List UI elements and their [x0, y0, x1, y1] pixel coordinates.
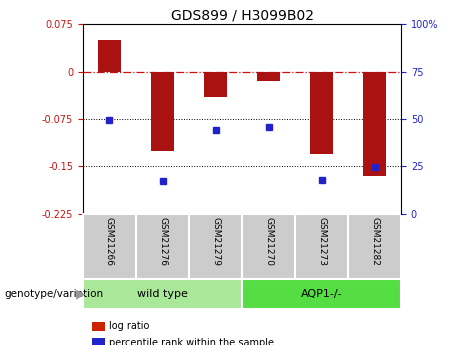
Bar	[257, 72, 280, 81]
Text: AQP1-/-: AQP1-/-	[301, 289, 343, 299]
Bar	[204, 72, 227, 97]
Title: GDS899 / H3099B02: GDS899 / H3099B02	[171, 9, 313, 23]
Text: GSM21279: GSM21279	[211, 217, 220, 266]
Text: GSM21282: GSM21282	[370, 217, 379, 266]
Bar	[151, 72, 174, 151]
Text: GSM21273: GSM21273	[317, 217, 326, 266]
Bar	[363, 72, 386, 176]
Text: genotype/variation: genotype/variation	[5, 289, 104, 299]
Bar	[242, 279, 401, 309]
Bar	[310, 72, 333, 154]
Text: percentile rank within the sample: percentile rank within the sample	[109, 338, 274, 345]
Text: ▶: ▶	[76, 288, 86, 300]
Bar	[98, 40, 121, 72]
Text: GSM21270: GSM21270	[264, 217, 273, 266]
Text: GSM21276: GSM21276	[158, 217, 167, 266]
Text: wild type: wild type	[137, 289, 188, 299]
Text: log ratio: log ratio	[109, 322, 149, 331]
Text: GSM21266: GSM21266	[105, 217, 114, 266]
Bar	[83, 279, 242, 309]
